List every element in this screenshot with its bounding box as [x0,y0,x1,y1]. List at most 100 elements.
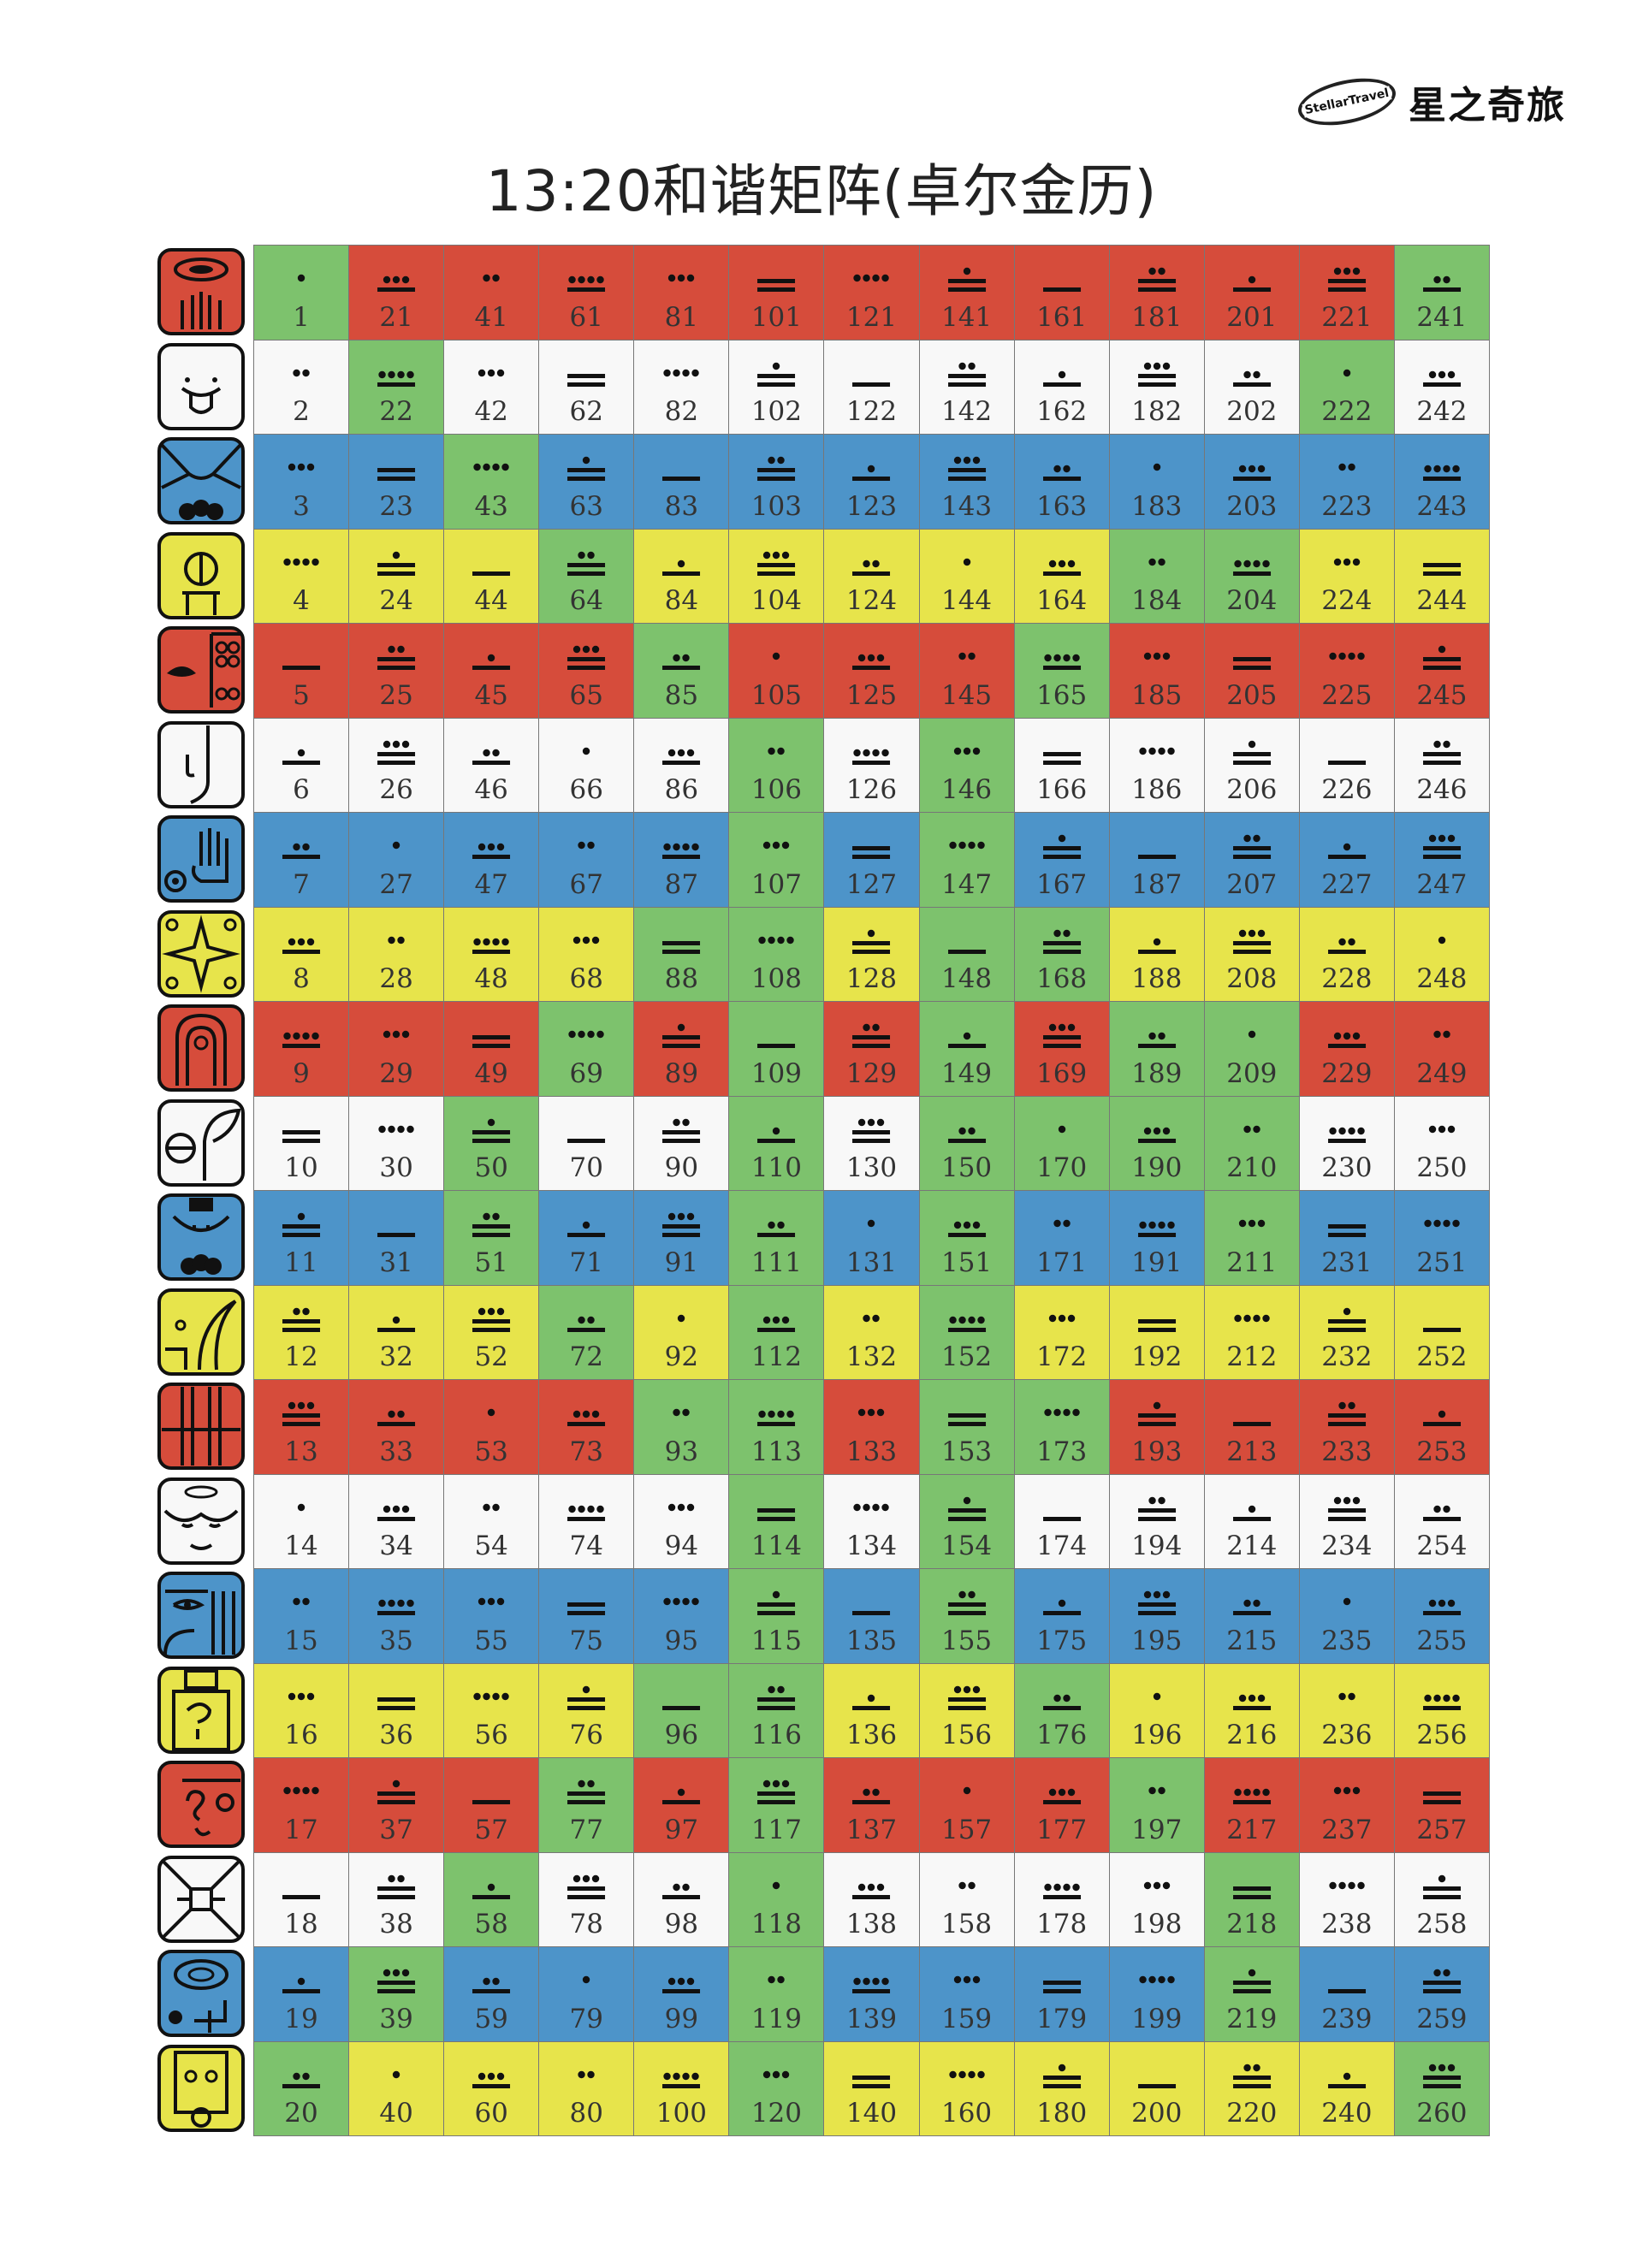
tone-numeral [1395,1865,1489,1901]
numeral-bar [377,1886,416,1891]
kin-cell: 51 [444,1191,540,1286]
mayan-numeral [1327,2072,1366,2088]
numeral-dot [492,938,500,945]
tone-numeral [254,1203,348,1239]
numeral-dot [1243,370,1251,378]
tone-numeral [824,1392,918,1428]
numeral-dot [297,463,305,471]
tone-numeral [1205,1581,1299,1617]
kin-cell: 17 [254,1758,350,1853]
tone-numeral [254,352,348,388]
numeral-dot [1333,1032,1342,1040]
kin-number: 152 [940,1341,993,1372]
mayan-numeral [1232,1969,1271,1993]
numeral-dot [397,1410,405,1418]
numeral-dot [1058,834,1065,843]
kin-number: 16 [284,1720,318,1750]
kin-number: 92 [664,1341,699,1372]
numeral-dot [1257,929,1266,937]
kin-number: 206 [1226,774,1278,805]
kin-number: 230 [1321,1152,1373,1183]
numeral-dot [1438,936,1446,944]
numeral-bar [1232,1800,1271,1804]
kin-cell: 72 [539,1285,635,1380]
numeral-bar [1327,760,1366,765]
numeral-bar [567,1516,606,1521]
tone-numeral [634,1109,728,1145]
kin-number: 53 [474,1436,508,1467]
kin-cell: 182 [1109,340,1205,435]
numeral-dot [483,1692,490,1700]
numeral-bar [662,477,701,481]
mayan-numeral [1424,1219,1460,1228]
tone-numeral [1395,1392,1489,1428]
tone-numeral [634,447,728,483]
tone-numeral [729,352,823,388]
mayan-numeral [1048,1314,1075,1322]
numeral-dot [293,1786,300,1795]
numeral-bar [852,1800,891,1804]
numeral-dot [1158,1786,1166,1795]
white-mirror-glyph [157,1855,246,1944]
numeral-dot [283,1786,291,1795]
mayan-numeral [567,1874,606,1899]
tone-numeral [824,1014,918,1050]
numeral-bar [282,1138,321,1143]
numeral-bar [377,1233,416,1237]
numeral-bar [1232,1894,1271,1899]
kin-cell: 137 [824,1758,920,1853]
numeral-dot [483,938,490,945]
numeral-dot [1433,740,1441,748]
numeral-dot [401,1505,410,1513]
mayan-numeral [388,936,405,944]
mayan-numeral [1327,1224,1366,1237]
tone-numeral [1300,352,1394,388]
tone-numeral [349,1109,443,1145]
kin-number: 141 [940,301,993,333]
numeral-bar [1042,382,1081,387]
kin-number: 124 [845,585,898,616]
numeral-bar [757,373,796,378]
kin-cell: 33 [349,1380,445,1475]
mayan-numeral [1148,558,1166,566]
kin-number: 162 [1036,396,1088,427]
numeral-dot [863,1977,871,1986]
kin-number: 67 [569,868,603,900]
kin-number: 146 [940,774,993,805]
kin-number: 93 [664,1436,699,1467]
kin-number: 80 [569,2098,603,2129]
numeral-dot [1048,1314,1056,1322]
kin-number: 244 [1416,585,1468,616]
numeral-dot [1153,362,1160,370]
kin-number: 122 [845,396,898,427]
kin-number: 249 [1416,1057,1468,1089]
kin-cell: 87 [634,813,730,908]
numeral-bar [377,1791,416,1796]
mayan-numeral [1422,1791,1461,1804]
kin-cell: 158 [919,1852,1015,1947]
mayan-numeral [947,1590,986,1615]
mayan-numeral [1232,2064,1271,2088]
kin-number: 36 [379,1720,413,1750]
kin-cell: 78 [539,1852,635,1947]
numeral-dot [687,274,695,282]
numeral-dot [1053,654,1061,662]
numeral-dot [682,843,691,851]
kin-cell: 131 [824,1191,920,1286]
numeral-dot [1243,560,1251,567]
numeral-bar [1137,1327,1176,1332]
kin-number: 142 [940,396,993,427]
kin-number: 134 [845,1531,898,1561]
numeral-dot [1433,1694,1441,1702]
kin-cell: 117 [729,1758,825,1853]
numeral-dot [592,1874,600,1882]
mayan-numeral [662,843,701,859]
numeral-dot [777,456,786,465]
numeral-dot [958,1127,966,1134]
tone-numeral [1395,1581,1489,1617]
numeral-dot [691,2072,700,2080]
numeral-dot [1257,1694,1266,1702]
mayan-numeral [568,1030,604,1039]
numeral-bar [662,666,701,670]
kin-cell: 16 [254,1663,350,1758]
